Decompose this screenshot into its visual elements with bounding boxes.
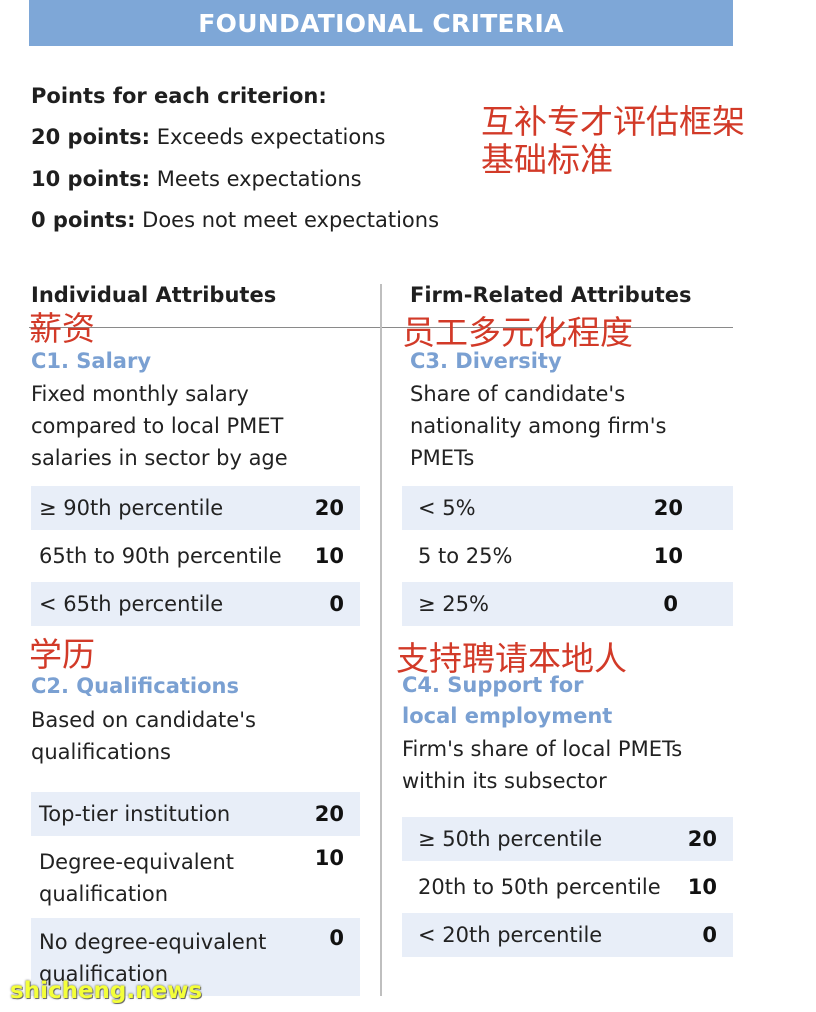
- c3-title: C3. Diversity: [410, 349, 562, 373]
- row-value: 10: [314, 846, 344, 870]
- table-row: Degree-equivalent qualification 10: [31, 840, 360, 914]
- points-item: 0 points: Does not meet expectations: [31, 208, 440, 232]
- row-value: 10: [653, 544, 683, 568]
- row-label: 20th to 50th percentile: [418, 875, 661, 899]
- table-row: < 20th percentile 0: [402, 913, 733, 957]
- annotation-title-line1: 互补专才评估框架: [481, 102, 745, 141]
- table-row: ≥ 25% 0: [402, 582, 733, 626]
- table-row: 5 to 25% 10: [402, 534, 733, 578]
- row-label: 65th to 90th percentile: [39, 544, 282, 568]
- c4-description: Firm's share of local PMETs within its s…: [402, 737, 683, 793]
- c2-title: C2. Qualifications: [31, 674, 239, 698]
- c3-description: Share of candidate's nationality among f…: [410, 382, 667, 470]
- annotation-qualifications: 学历: [29, 635, 95, 674]
- table-row: < 65th percentile 0: [31, 582, 360, 626]
- row-value: 10: [687, 875, 717, 899]
- row-label: ≥ 90th percentile: [39, 496, 224, 520]
- c4-title-line2: local employment: [402, 704, 613, 728]
- table-row: ≥ 50th percentile 20: [402, 817, 733, 861]
- row-label: Degree-equivalent qualification: [39, 850, 234, 906]
- table-row: 20th to 50th percentile 10: [402, 865, 733, 909]
- row-value: 20: [314, 802, 344, 826]
- row-label: < 5%: [418, 496, 476, 520]
- row-value: 20: [687, 827, 717, 851]
- row-label: 5 to 25%: [418, 544, 513, 568]
- c1-title: C1. Salary: [31, 349, 152, 373]
- individual-attributes-heading: Individual Attributes: [31, 283, 277, 307]
- c2-description: Based on candidate's qualifications: [31, 708, 256, 764]
- row-label: ≥ 50th percentile: [418, 827, 603, 851]
- row-value: 10: [314, 544, 344, 568]
- row-value: 20: [314, 496, 344, 520]
- row-label: ≥ 25%: [418, 592, 489, 616]
- table-row: Top-tier institution 20: [31, 792, 360, 836]
- row-label: < 20th percentile: [418, 923, 603, 947]
- points-item: 10 points: Meets expectations: [31, 167, 362, 191]
- annotation-support: 支持聘请本地人: [396, 639, 627, 678]
- row-label: No degree-equivalent qualification: [39, 930, 267, 986]
- annotation-salary: 薪资: [29, 309, 95, 348]
- annotation-diversity: 员工多元化程度: [402, 313, 633, 352]
- header-banner: FOUNDATIONAL CRITERIA: [29, 0, 733, 46]
- points-item: 20 points: Exceeds expectations: [31, 125, 386, 149]
- row-value: 0: [329, 592, 344, 616]
- row-label: Top-tier institution: [39, 802, 231, 826]
- row-value: 20: [653, 496, 683, 520]
- column-divider: [380, 284, 382, 996]
- table-row: 65th to 90th percentile 10: [31, 534, 360, 578]
- table-row: No degree-equivalent qualification 0: [31, 918, 360, 996]
- row-label: < 65th percentile: [39, 592, 224, 616]
- table-row: ≥ 90th percentile 20: [31, 486, 360, 530]
- c1-description: Fixed monthly salary compared to local P…: [31, 382, 288, 470]
- watermark: shicheng.news: [10, 978, 203, 1004]
- row-value: 0: [329, 926, 344, 950]
- page-title: FOUNDATIONAL CRITERIA: [198, 8, 564, 38]
- firm-attributes-heading: Firm-Related Attributes: [410, 283, 692, 307]
- annotation-title-line2: 基础标准: [481, 140, 613, 179]
- row-value: 0: [702, 923, 717, 947]
- table-row: < 5% 20: [402, 486, 733, 530]
- c4-title-line1: C4. Support for: [402, 673, 584, 697]
- points-heading: Points for each criterion:: [31, 84, 327, 108]
- row-value: 0: [663, 592, 678, 616]
